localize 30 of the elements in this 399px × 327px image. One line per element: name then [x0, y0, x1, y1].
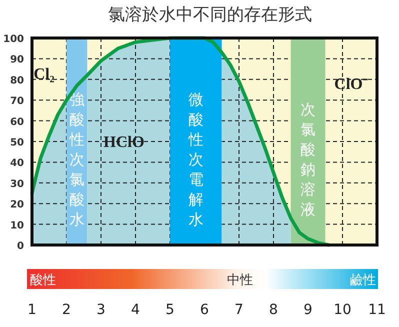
x-tick-label: 9 — [304, 302, 312, 318]
band-label: 次氯酸鈉溶液 — [300, 100, 316, 218]
x-tick-label: 5 — [166, 302, 174, 318]
x-tick-label: 10 — [334, 302, 352, 318]
y-tick-label: 10 — [10, 220, 24, 232]
y-tick-label: 50 — [10, 138, 24, 148]
y-tick-label: 0 — [17, 241, 24, 252]
x-tick-label: 3 — [96, 302, 106, 318]
x-tick-label: 1 — [28, 302, 36, 318]
y-tick-label: 100 — [3, 34, 24, 45]
annotation: Cl₂ — [34, 66, 54, 83]
x-tick-label: 7 — [234, 302, 244, 318]
chart-title: 氯溶於水中不同的存在形式 — [108, 5, 312, 25]
annotation: 鹼性 — [350, 273, 376, 288]
y-tick-label: 60 — [10, 116, 24, 128]
y-tick-label: 20 — [10, 200, 24, 211]
y-tick-label: 30 — [10, 178, 24, 190]
y-tick-label: 80 — [10, 75, 24, 86]
x-tick-label: 11 — [368, 302, 386, 318]
x-tick-label: 6 — [200, 302, 210, 318]
x-tick-label: 8 — [269, 302, 278, 318]
y-tick-label: 70 — [10, 96, 24, 108]
y-tick-label: 90 — [10, 54, 24, 66]
y-tick-label: 40 — [10, 158, 24, 170]
band-label: 強酸性次氯酸水 — [69, 90, 84, 228]
x-tick-label: 2 — [62, 302, 71, 318]
band-label: 微酸性次電解水 — [188, 90, 204, 228]
x-tick-label: 4 — [131, 302, 140, 318]
annotation: 酸性 — [30, 273, 56, 288]
annotation: 中性 — [227, 273, 253, 288]
